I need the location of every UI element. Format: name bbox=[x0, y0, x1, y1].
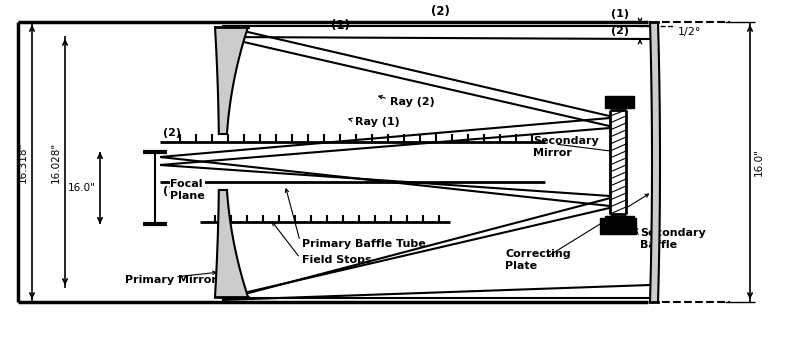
Text: Secondary
Baffle: Secondary Baffle bbox=[640, 228, 706, 250]
Text: Secondary
Mirror: Secondary Mirror bbox=[533, 136, 598, 158]
Polygon shape bbox=[650, 22, 660, 302]
Polygon shape bbox=[605, 216, 634, 228]
Text: (2): (2) bbox=[163, 128, 181, 138]
Text: (2): (2) bbox=[611, 26, 629, 36]
Text: (1): (1) bbox=[330, 19, 350, 32]
Text: Field Stops: Field Stops bbox=[302, 255, 372, 265]
Text: 16.318": 16.318" bbox=[18, 141, 28, 183]
Polygon shape bbox=[215, 27, 248, 134]
Polygon shape bbox=[610, 110, 626, 214]
Polygon shape bbox=[605, 96, 634, 108]
Text: 16.028": 16.028" bbox=[51, 141, 61, 183]
Polygon shape bbox=[600, 218, 636, 234]
Text: Correcting
Plate: Correcting Plate bbox=[505, 249, 570, 271]
Text: (1): (1) bbox=[163, 186, 181, 196]
Polygon shape bbox=[215, 190, 248, 297]
Text: (2): (2) bbox=[430, 5, 450, 18]
Text: Ray (2): Ray (2) bbox=[390, 97, 434, 107]
Text: Primary Mirror: Primary Mirror bbox=[125, 275, 217, 285]
Text: Ray (1): Ray (1) bbox=[355, 117, 400, 127]
Text: 16.0": 16.0" bbox=[68, 183, 96, 193]
Text: 1/2°: 1/2° bbox=[678, 28, 702, 37]
Text: (1): (1) bbox=[611, 9, 629, 19]
Text: Focal
Plane: Focal Plane bbox=[170, 179, 205, 201]
Text: Primary Baffle Tube: Primary Baffle Tube bbox=[302, 239, 426, 249]
Text: 16.0": 16.0" bbox=[754, 148, 764, 176]
